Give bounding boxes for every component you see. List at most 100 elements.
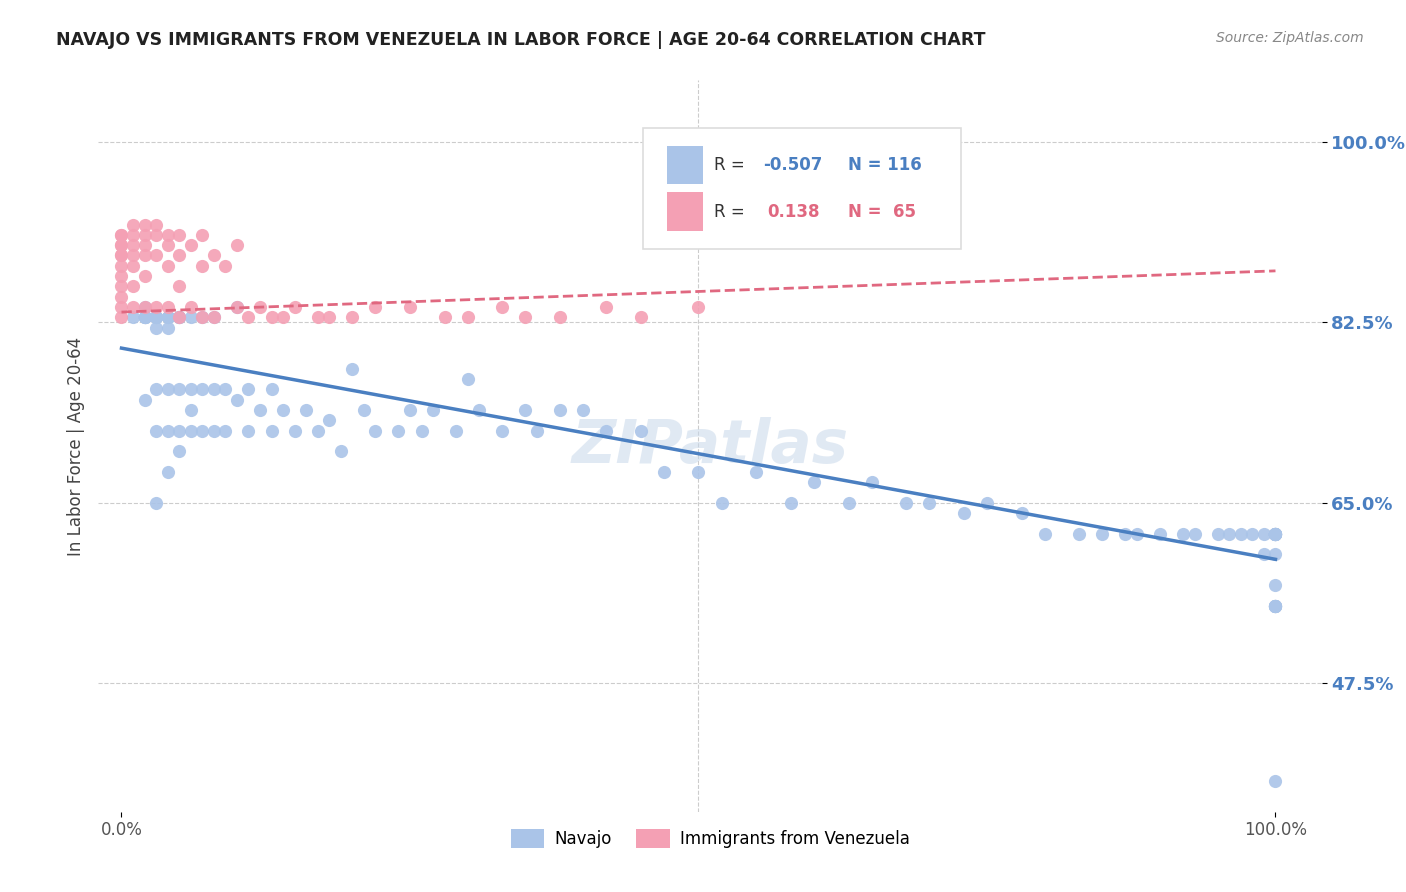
Point [1114,526,1136,541]
Point [284,424,307,438]
Text: N =  65: N = 65 [848,202,917,220]
Point [249,403,271,417]
Point [145,310,167,325]
Point [191,259,214,273]
Legend: Navajo, Immigrants from Venezuela: Navajo, Immigrants from Venezuela [503,822,917,855]
Point [134,248,156,262]
Point [1173,526,1195,541]
Point [156,465,179,479]
Point [896,496,918,510]
Point [156,238,179,252]
Point [180,382,202,396]
Point [1149,526,1171,541]
Point [918,496,941,510]
Point [134,310,156,325]
Point [1218,526,1240,541]
Point [238,424,260,438]
Point [860,475,883,489]
Point [122,310,145,325]
Point [1091,526,1114,541]
Point [1230,526,1253,541]
Point [953,506,976,520]
Point [307,424,329,438]
Point [191,310,214,325]
Point [433,310,456,325]
Point [167,444,190,458]
Point [364,300,387,314]
Point [1264,599,1286,613]
Point [156,320,179,334]
Point [134,300,156,314]
Point [318,413,340,427]
Point [1264,526,1286,541]
Point [572,403,595,417]
Text: R =: R = [714,156,749,174]
Point [180,310,202,325]
Point [110,238,132,252]
Point [652,465,675,479]
Point [156,310,179,325]
Point [837,496,859,510]
Point [271,310,294,325]
Point [145,310,167,325]
Point [167,279,190,293]
Point [134,300,156,314]
Point [191,382,214,396]
Point [156,227,179,242]
Point [630,310,652,325]
Point [110,279,132,293]
Point [225,300,247,314]
Point [156,424,179,438]
Point [167,227,190,242]
Point [122,238,145,252]
Point [156,300,179,314]
Point [122,227,145,242]
Point [122,259,145,273]
Point [214,424,236,438]
Point [1264,547,1286,561]
Point [145,310,167,325]
Point [167,310,190,325]
Point [214,259,236,273]
Point [1264,526,1286,541]
Point [976,496,998,510]
Point [457,310,479,325]
Point [1264,526,1286,541]
Point [134,392,156,407]
Point [284,300,307,314]
Point [238,382,260,396]
Point [156,310,179,325]
Point [688,300,710,314]
Point [710,496,733,510]
Point [145,320,167,334]
Point [249,300,271,314]
Point [295,403,318,417]
Point [167,248,190,262]
Point [1264,773,1286,788]
Point [134,310,156,325]
Point [134,227,156,242]
Point [110,248,132,262]
Point [1253,526,1275,541]
Point [180,300,202,314]
Point [202,248,225,262]
Point [491,424,513,438]
Point [1264,526,1286,541]
Point [180,424,202,438]
Point [110,310,132,325]
Point [387,424,409,438]
Text: N = 116: N = 116 [848,156,922,174]
Point [202,424,225,438]
Point [271,403,294,417]
Point [329,444,352,458]
Point [548,403,571,417]
Point [145,218,167,232]
Point [134,310,156,325]
Point [595,424,617,438]
Point [803,475,825,489]
Point [167,382,190,396]
Point [260,424,283,438]
Point [145,227,167,242]
Point [110,290,132,304]
Point [145,424,167,438]
